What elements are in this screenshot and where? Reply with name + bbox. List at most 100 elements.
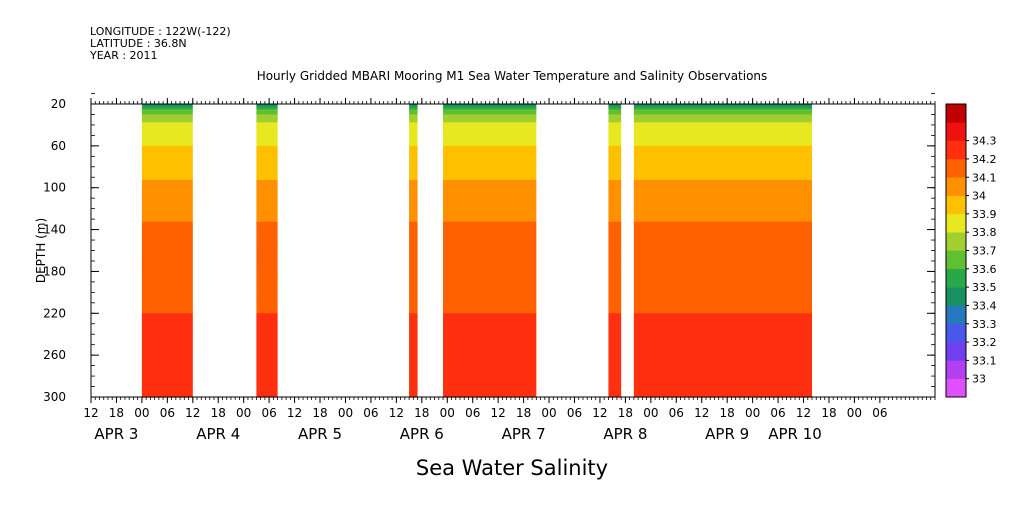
salinity-band	[633, 135, 813, 139]
x-day-label: APR 6	[400, 425, 444, 443]
salinity-band	[409, 140, 418, 144]
salinity-band	[141, 151, 193, 155]
salinity-band	[256, 292, 278, 296]
salinity-band	[443, 135, 537, 139]
salinity-band	[608, 297, 622, 301]
salinity-band	[256, 221, 278, 225]
colorbar-swatch	[946, 177, 966, 196]
salinity-band	[443, 268, 537, 273]
salinity-band	[256, 190, 278, 194]
salinity-band	[141, 326, 193, 330]
salinity-band	[633, 224, 813, 228]
x-day-label: APR 8	[603, 425, 647, 443]
salinity-band	[608, 135, 622, 139]
salinity-band	[256, 362, 278, 367]
salinity-band	[608, 300, 622, 304]
salinity-band	[141, 383, 193, 388]
salinity-band	[409, 365, 418, 369]
x-tick-label: 12	[287, 406, 302, 420]
salinity-band	[141, 328, 193, 333]
salinity-band	[633, 378, 813, 382]
salinity-band	[256, 172, 278, 176]
salinity-band	[141, 237, 193, 241]
salinity-band	[409, 216, 418, 220]
salinity-band	[443, 258, 537, 262]
salinity-band	[633, 138, 813, 142]
salinity-band	[256, 119, 278, 123]
salinity-band	[256, 394, 278, 398]
salinity-band	[633, 130, 813, 134]
salinity-band	[409, 153, 418, 157]
salinity-band	[608, 274, 622, 278]
salinity-band	[608, 376, 622, 380]
salinity-band	[256, 195, 278, 199]
salinity-band	[443, 281, 537, 286]
salinity-band	[443, 106, 537, 110]
salinity-band	[256, 104, 278, 108]
salinity-band	[256, 355, 278, 359]
salinity-band	[141, 250, 193, 254]
salinity-band	[443, 355, 537, 359]
salinity-band	[256, 122, 278, 126]
salinity-band	[633, 153, 813, 157]
salinity-band	[633, 174, 813, 178]
salinity-band	[443, 376, 537, 380]
y-tick-label: 100	[43, 181, 66, 195]
salinity-band	[409, 166, 418, 171]
x-tick-label: 18	[516, 406, 531, 420]
salinity-band	[141, 266, 193, 270]
salinity-band	[633, 360, 813, 364]
salinity-band	[256, 166, 278, 171]
salinity-band	[409, 344, 418, 348]
salinity-band	[443, 389, 537, 393]
colorbar-label: 34.1	[972, 171, 997, 184]
salinity-band	[409, 185, 418, 189]
colorbar-label: 33	[972, 373, 986, 386]
salinity-band	[409, 190, 418, 194]
salinity-band	[608, 158, 622, 163]
salinity-band	[443, 109, 537, 113]
salinity-band	[409, 360, 418, 364]
salinity-band	[633, 305, 813, 309]
salinity-band	[633, 297, 813, 301]
salinity-band	[409, 221, 418, 225]
salinity-band	[608, 200, 622, 205]
salinity-band	[608, 365, 622, 369]
salinity-band	[443, 297, 537, 301]
salinity-band	[256, 274, 278, 278]
x-tick-label: 12	[694, 406, 709, 420]
salinity-band	[608, 352, 622, 356]
salinity-band	[256, 234, 278, 239]
salinity-band	[443, 352, 537, 356]
salinity-band	[443, 130, 537, 134]
salinity-band	[256, 226, 278, 231]
salinity-band	[608, 224, 622, 228]
salinity-band	[608, 334, 622, 338]
salinity-band	[141, 276, 193, 280]
salinity-band	[141, 229, 193, 233]
salinity-band	[633, 219, 813, 223]
salinity-band	[141, 124, 193, 129]
salinity-band	[256, 216, 278, 220]
salinity-band	[608, 381, 622, 385]
colorbar-label: 33.7	[972, 245, 997, 258]
salinity-band	[256, 198, 278, 202]
salinity-band	[141, 263, 193, 267]
salinity-band	[141, 368, 193, 372]
colorbar-swatch	[946, 213, 966, 233]
salinity-band	[633, 263, 813, 267]
salinity-band	[141, 365, 193, 369]
salinity-band	[409, 169, 418, 173]
salinity-band	[256, 138, 278, 142]
salinity-band	[141, 339, 193, 343]
salinity-band	[409, 247, 418, 252]
salinity-band	[141, 148, 193, 152]
salinity-band	[141, 302, 193, 307]
salinity-band	[443, 386, 537, 390]
salinity-band	[608, 119, 622, 123]
salinity-band	[608, 308, 622, 312]
salinity-band	[409, 310, 418, 314]
salinity-band	[633, 386, 813, 390]
salinity-band	[409, 219, 418, 223]
salinity-band	[256, 378, 278, 382]
